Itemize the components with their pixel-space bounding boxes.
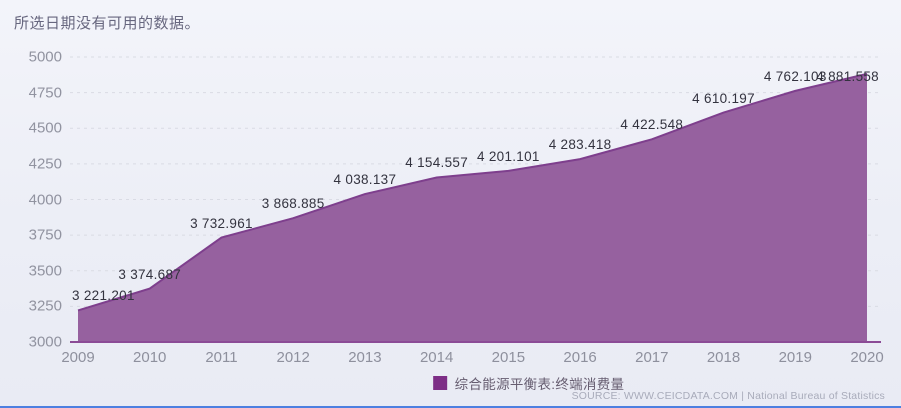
data-point-label: 4 038.137 — [333, 172, 397, 188]
x-tick-label: 2019 — [778, 349, 812, 366]
x-tick-label: 2013 — [348, 349, 382, 366]
data-point-label: 4 154.557 — [405, 155, 469, 171]
y-tick-label: 4500 — [28, 119, 62, 137]
y-tick-label: 3500 — [28, 262, 62, 280]
data-point-label: 4 201.101 — [476, 148, 540, 164]
x-tick-label: 2011 — [205, 349, 238, 366]
x-tick-label: 2018 — [706, 349, 741, 366]
data-point-label: 4 283.418 — [548, 137, 612, 153]
chart-canvas — [70, 72, 881, 343]
x-tick-label: 2009 — [61, 349, 95, 366]
x-tick-label: 2016 — [563, 349, 597, 366]
data-point-label: 3 374.687 — [118, 266, 182, 282]
data-point-label: 4 881.558 — [816, 68, 879, 84]
y-tick-label: 4000 — [28, 191, 62, 208]
data-point-label: 4 422.548 — [620, 117, 684, 133]
legend-label: 综合能源平衡表:终端消费量 — [454, 377, 625, 392]
x-tick-label: 2014 — [419, 349, 454, 366]
x-tick-label: 2020 — [850, 349, 884, 366]
data-point-label: 4 610.197 — [692, 90, 755, 106]
legend-swatch-icon — [432, 376, 447, 390]
area-series-fill — [78, 73, 867, 342]
x-tick-label: 2015 — [491, 349, 526, 366]
x-tick-label: 2010 — [133, 349, 167, 366]
legend-item[interactable]: 综合能源平衡表:终端消费量 — [432, 373, 625, 393]
y-tick-label: 3000 — [28, 333, 62, 351]
area-series-line — [77, 72, 868, 312]
y-tick-label: 3750 — [28, 226, 62, 244]
data-point-label: 3 868.885 — [261, 196, 325, 212]
no-data-notice: 所选日期没有可用的数据。 — [14, 15, 201, 32]
data-point-label: 3 732.961 — [190, 215, 253, 231]
x-tick-label: 2017 — [635, 349, 669, 366]
data-point-label: 3 221.201 — [72, 288, 135, 304]
y-tick-label: 5000 — [28, 48, 62, 66]
x-tick-label: 2012 — [276, 349, 310, 366]
y-tick-label: 3250 — [28, 297, 62, 315]
data-point-label: 4 762.103 — [763, 68, 827, 84]
y-tick-label: 4250 — [28, 155, 62, 173]
source-attribution: SOURCE: WWW.CEICDATA.COM | National Bure… — [571, 390, 885, 402]
y-tick-label: 4750 — [28, 84, 62, 102]
